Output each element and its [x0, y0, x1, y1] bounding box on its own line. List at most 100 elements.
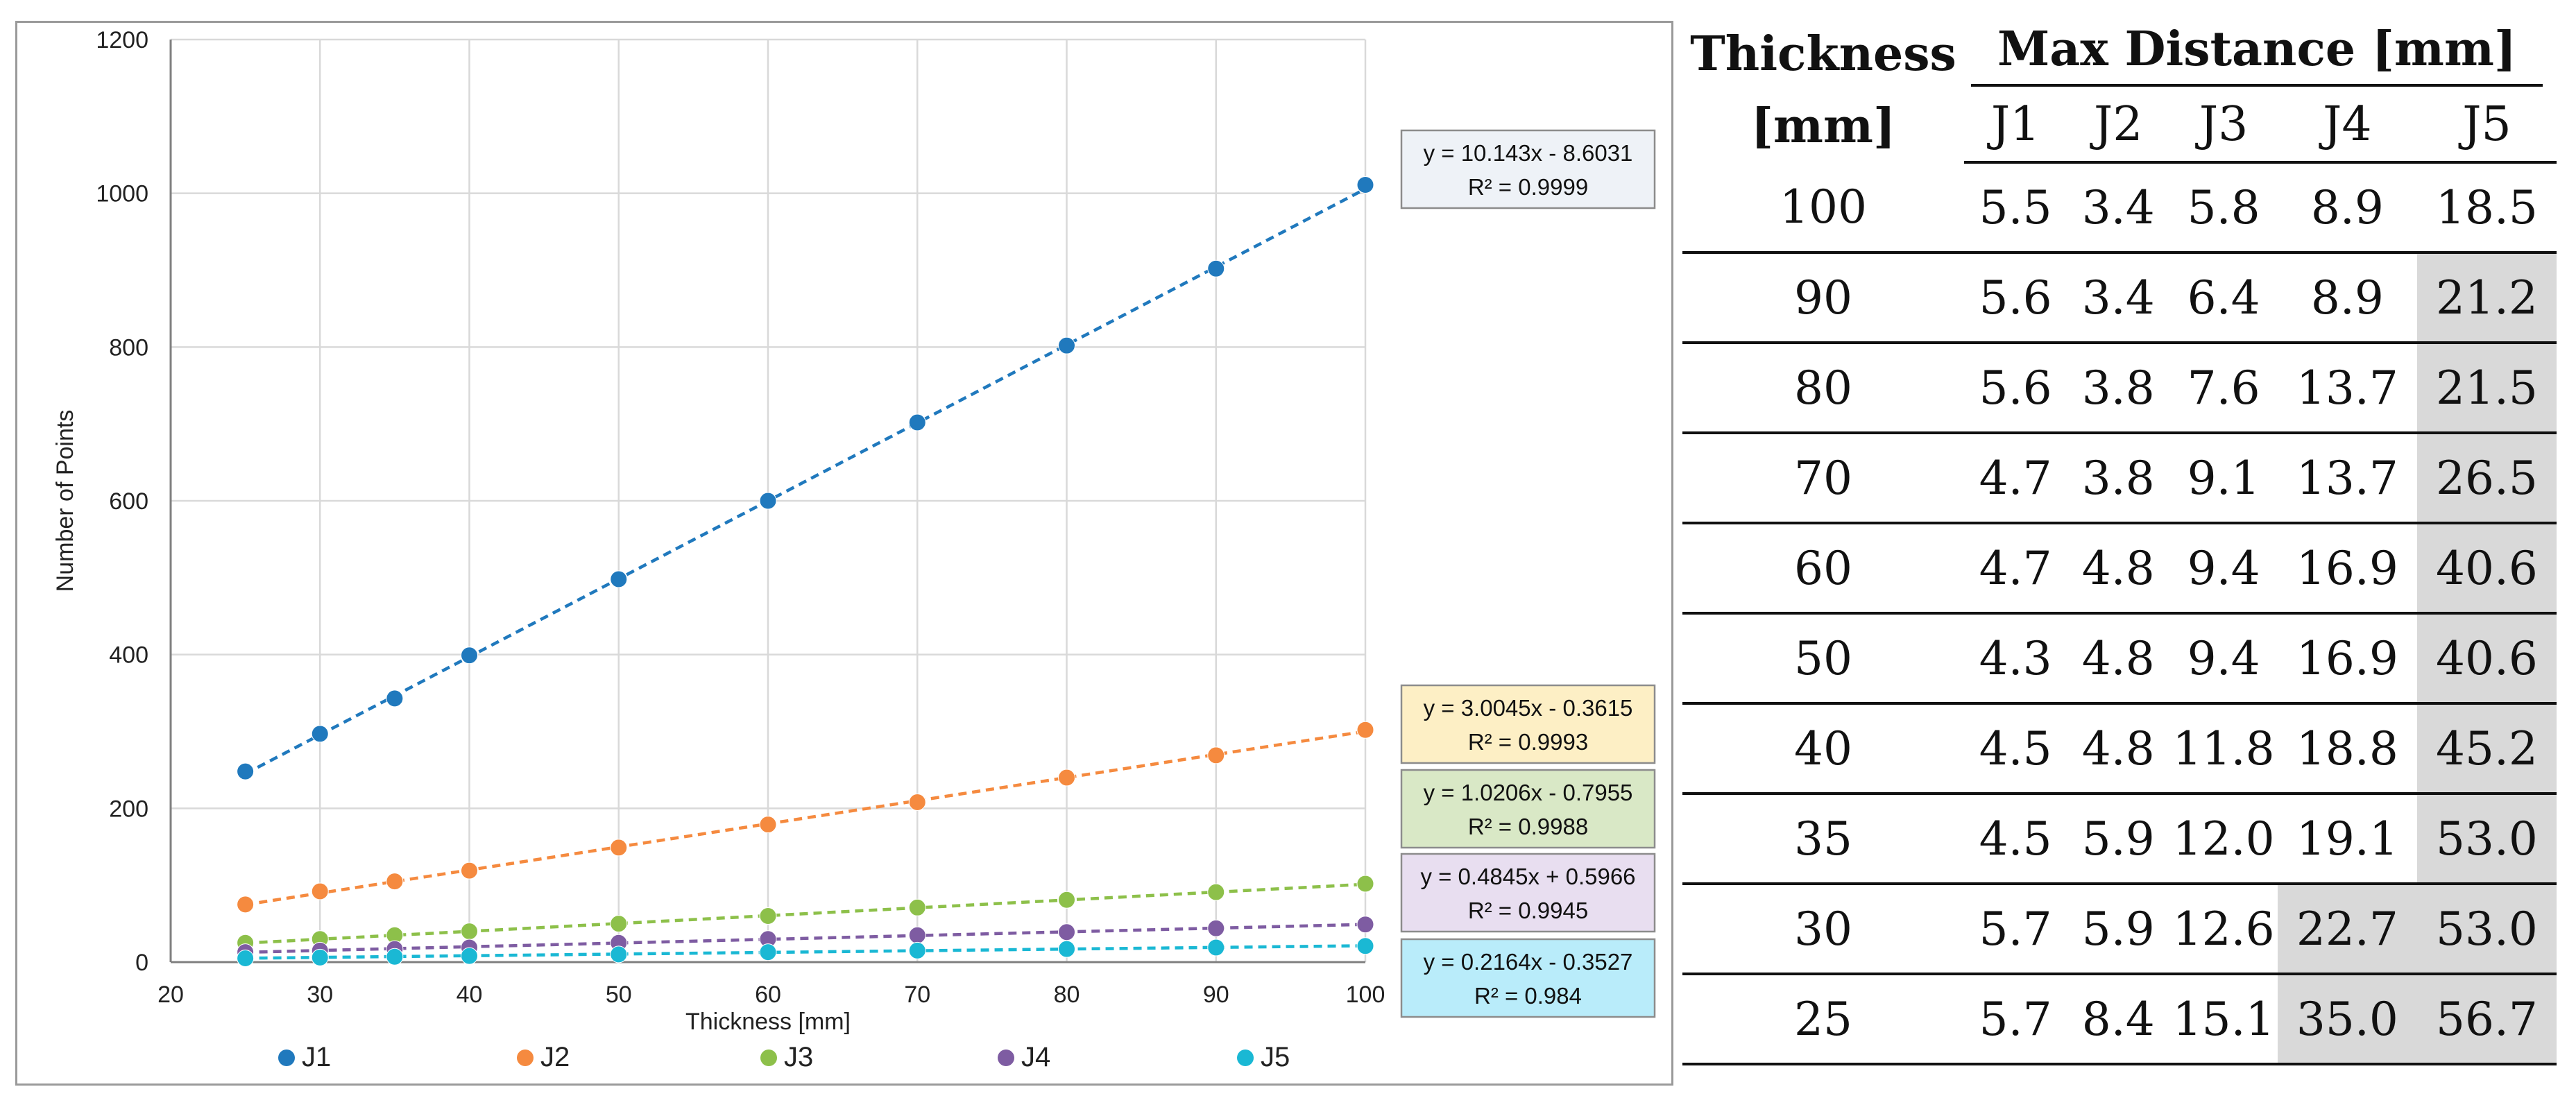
trend-equation-j4: y = 0.4845x + 0.5966 — [1420, 864, 1635, 889]
distance-cell-j2: 3.8 — [2067, 343, 2170, 434]
thickness-header: Thickness [mm] — [1682, 14, 1964, 162]
distance-cell-j4: 8.9 — [2277, 252, 2417, 344]
thickness-header-line1: Thickness — [1690, 26, 1956, 82]
data-point-j5 — [1356, 937, 1374, 955]
distance-cell-j2: 3.8 — [2067, 433, 2170, 524]
distance-cell-j5: 40.6 — [2416, 613, 2557, 705]
y-axis-title: Number of Points — [52, 410, 78, 592]
legend-label-j1: J1 — [302, 1042, 331, 1072]
distance-cell-j2: 4.8 — [2067, 613, 2170, 705]
distance-cell-j2: 3.4 — [2067, 162, 2170, 254]
distance-cell-j5: 26.5 — [2416, 433, 2557, 524]
legend-marker-j5 — [1237, 1050, 1254, 1066]
distance-cell-j5: 21.5 — [2416, 343, 2557, 434]
data-point-j5 — [759, 943, 777, 961]
data-point-j2 — [1207, 746, 1225, 764]
distance-cell-j1: 5.6 — [1964, 343, 2067, 434]
distance-cell-j2: 4.8 — [2067, 523, 2170, 615]
data-point-j4 — [1356, 916, 1374, 934]
distance-cell-j1: 5.7 — [1964, 884, 2067, 975]
trend-r2-j4: R² = 0.9945 — [1468, 898, 1588, 923]
equation-box-j1 — [1400, 129, 1656, 209]
y-tick-label: 400 — [109, 642, 148, 669]
max-distance-table-wrap: Thickness [mm] Max Distance [mm] J1 J2 J3 J… — [1682, 0, 2576, 1105]
data-point-j3 — [1058, 891, 1075, 909]
data-point-j2 — [610, 839, 628, 857]
distance-cell-j3: 9.4 — [2169, 613, 2278, 705]
data-point-j2 — [908, 793, 926, 811]
table-row: 50 4.3 4.8 9.4 16.9 40.6 — [1682, 613, 2557, 705]
table-row: 30 5.7 5.9 12.6 22.7 53.0 — [1682, 884, 2557, 975]
distance-cell-j1: 5.5 — [1964, 162, 2067, 254]
table-row: 35 4.5 5.9 12.0 19.1 53.0 — [1682, 794, 2557, 885]
data-point-j2 — [237, 896, 255, 914]
x-tick-label: 40 — [457, 982, 483, 1008]
distance-cell-j5: 40.6 — [2416, 523, 2557, 615]
data-point-j1 — [237, 762, 255, 780]
distance-cell-j1: 4.7 — [1964, 523, 2067, 615]
x-tick-label: 20 — [157, 982, 184, 1008]
distance-cell-j4: 22.7 — [2277, 884, 2417, 975]
trendline-j5 — [245, 944, 1366, 960]
x-tick-label: 30 — [307, 982, 333, 1008]
equation-box-j2 — [1400, 684, 1656, 764]
distance-cell-j3: 12.0 — [2169, 794, 2278, 885]
distance-cell-j2: 4.8 — [2067, 703, 2170, 795]
equation-box-j4 — [1400, 853, 1656, 933]
legend-label-j5: J5 — [1261, 1042, 1290, 1072]
table-row: 25 5.7 8.4 15.1 35.0 56.7 — [1682, 974, 2557, 1065]
thickness-cell: 90 — [1682, 252, 1965, 344]
trendline-j1 — [244, 187, 1367, 776]
distance-cell-j5: 53.0 — [2416, 794, 2557, 885]
trendline-j3 — [245, 882, 1366, 945]
data-point-j3 — [610, 915, 628, 933]
distance-cell-j4: 16.9 — [2277, 613, 2417, 705]
trend-equation-j3: y = 1.0206x - 0.7955 — [1424, 780, 1633, 805]
distance-cell-j4: 8.9 — [2277, 162, 2417, 254]
chart-frame: 0 200 400 600 800 1000 1200 20 30 40 50 60 70 80 90 100… — [15, 21, 1673, 1086]
distance-cell-j3: 9.1 — [2169, 433, 2278, 524]
data-point-j1 — [759, 492, 777, 510]
data-point-j3 — [1356, 875, 1374, 893]
data-point-j3 — [461, 923, 478, 941]
equation-box-j5 — [1400, 938, 1656, 1018]
thickness-cell: 80 — [1682, 343, 1965, 434]
distance-cell-j1: 4.5 — [1964, 794, 2067, 885]
trend-equation-j5: y = 0.2164x - 0.3527 — [1424, 949, 1633, 975]
x-tick-label: 60 — [755, 982, 781, 1008]
distance-cell-j4: 35.0 — [2277, 974, 2417, 1065]
thickness-cell: 70 — [1682, 433, 1965, 524]
data-point-j2 — [311, 882, 329, 900]
x-axis-title: Thickness [mm] — [685, 1009, 851, 1035]
distance-cell-j5: 56.7 — [2416, 974, 2557, 1065]
data-point-j1 — [908, 413, 926, 431]
distance-cell-j3: 6.4 — [2169, 252, 2278, 344]
data-point-j5 — [1207, 939, 1225, 957]
table-row: 40 4.5 4.8 11.8 18.8 45.2 — [1682, 703, 2557, 795]
x-tick-label: 50 — [606, 982, 632, 1008]
legend-label-j3: J3 — [784, 1042, 813, 1072]
distance-cell-j4: 16.9 — [2277, 523, 2417, 615]
data-point-j2 — [1058, 769, 1075, 787]
table-row: 70 4.7 3.8 9.1 13.7 26.5 — [1682, 433, 2557, 524]
distance-cell-j3: 7.6 — [2169, 343, 2278, 434]
legend-marker-j1 — [278, 1050, 295, 1066]
x-tick-label: 90 — [1203, 982, 1229, 1008]
data-point-j4 — [1058, 923, 1075, 941]
distance-cell-j3: 12.6 — [2169, 884, 2278, 975]
column-header-j1: J1 — [1964, 87, 2067, 164]
distance-cell-j4: 13.7 — [2277, 433, 2417, 524]
distance-cell-j4: 18.8 — [2277, 703, 2417, 795]
trend-r2-j5: R² = 0.984 — [1474, 983, 1582, 1009]
table-row: 60 4.7 4.8 9.4 16.9 40.6 — [1682, 523, 2557, 615]
legend-marker-j3 — [760, 1050, 777, 1066]
trend-equation-j2: y = 3.0045x - 0.3615 — [1424, 695, 1633, 721]
y-tick-label: 800 — [109, 334, 148, 361]
column-header-j4: J4 — [2277, 87, 2417, 164]
data-point-j4 — [1207, 919, 1225, 937]
thickness-cell: 40 — [1682, 703, 1965, 795]
legend-label-j2: J2 — [540, 1042, 570, 1072]
data-point-j5 — [386, 948, 404, 966]
distance-cell-j2: 8.4 — [2067, 974, 2170, 1065]
trend-r2-j1: R² = 0.9999 — [1468, 174, 1588, 200]
